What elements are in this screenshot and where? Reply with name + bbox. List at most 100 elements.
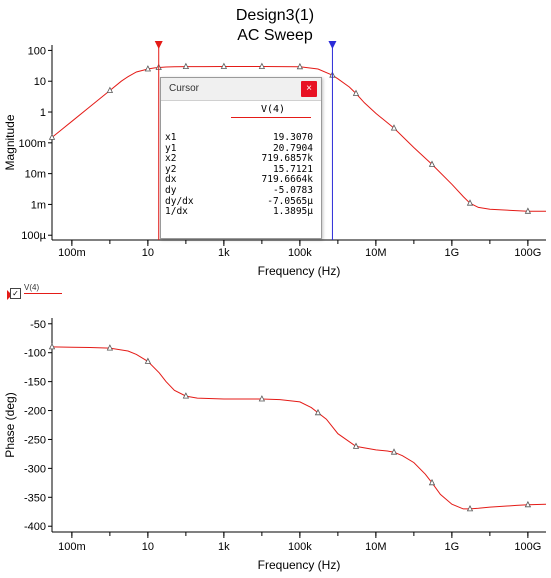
data-point-marker <box>182 62 190 69</box>
series-line-v4 <box>51 346 547 510</box>
data-point-marker <box>144 357 152 364</box>
x-axis-label: Frequency (Hz) <box>258 264 341 278</box>
x-tick-label: 1G <box>445 247 460 259</box>
data-point-marker <box>296 62 304 70</box>
x-tick-label: 100G <box>514 247 541 259</box>
x-tick-label: 10 <box>142 247 154 259</box>
cursor-row-value: 719.6664k <box>261 174 313 186</box>
y-tick-label: -300 <box>24 463 46 475</box>
chart-subtitle: AC Sweep <box>237 27 313 44</box>
x-tick-label: 1G <box>445 541 460 553</box>
data-point-marker <box>352 89 360 96</box>
y-axis-label: Magnitude <box>3 114 17 170</box>
x-tick-label: 100m <box>58 247 86 259</box>
x-tick-label: 1k <box>218 247 230 259</box>
y-tick-label: 100 <box>28 45 46 57</box>
x-tick-label: 100k <box>288 541 312 553</box>
data-point-marker <box>524 207 532 214</box>
cursor-row-x1: x1 19.3070 <box>165 132 315 144</box>
x-tick-label: 100k <box>288 247 312 259</box>
x-tick-label: 10 <box>142 541 154 553</box>
cursor-row-label: dx <box>165 174 177 186</box>
data-point-marker <box>390 124 398 131</box>
cursor-row-value: 20.7904 <box>272 142 313 154</box>
y-tick-label: -200 <box>24 406 46 418</box>
y-tick-label: -100 <box>24 348 46 360</box>
cursor-row-value: -5.0783 <box>272 184 313 196</box>
chart-title: Design3(1) <box>236 7 314 24</box>
data-point-marker <box>258 62 266 69</box>
y-axis-label: Phase (deg) <box>3 392 17 457</box>
x-tick-label: 10M <box>365 247 386 259</box>
legend-line <box>24 293 62 294</box>
y-tick-label: -50 <box>30 319 46 331</box>
cursor-row-label: dy <box>165 184 177 196</box>
cursor-row-dy: dy -5.0783 <box>165 184 315 197</box>
data-point-marker <box>182 392 190 399</box>
data-point-marker <box>390 448 398 455</box>
cursor-row-y1: y1 20.7904 <box>165 142 315 155</box>
cursor-row-label: y1 <box>165 142 177 154</box>
cursor-signal-line <box>231 117 311 118</box>
cursor-row-value: 1.3895µ <box>272 206 313 218</box>
data-point-marker <box>524 500 532 508</box>
data-point-marker <box>352 442 360 449</box>
y-tick-label: -350 <box>24 492 46 504</box>
y-tick-label: 1 <box>40 107 46 119</box>
data-point-marker <box>428 478 436 486</box>
y-tick-label: 100m <box>18 138 46 150</box>
cursor-row-label: 1/dx <box>165 206 188 218</box>
cursor-window-title: Cursor <box>169 83 200 94</box>
y-tick-label: 100µ <box>21 230 46 242</box>
legend-label: V(4) <box>24 283 40 292</box>
y-tick-label: 10m <box>25 169 46 181</box>
y-tick-label: -400 <box>24 521 46 533</box>
data-point-marker <box>144 65 152 72</box>
cursor-1-handle-icon[interactable] <box>154 41 163 49</box>
data-point-marker <box>258 395 266 402</box>
cursor-row-value: 19.3070 <box>272 132 313 143</box>
cursor-row-y2: y2 15.7121 <box>165 163 315 176</box>
y-tick-label: 1m <box>31 199 46 211</box>
data-point-marker <box>106 344 114 351</box>
x-tick-label: 1k <box>218 541 230 553</box>
cursor-row-dy-per-dx: dy/dx -7.0565µ <box>165 195 315 208</box>
x-tick-label: 100m <box>58 541 86 553</box>
close-icon[interactable]: × <box>301 81 317 97</box>
x-tick-label: 10M <box>365 541 386 553</box>
phase-plot: 100m 10 1k 100k 10M 1G 100G -50 -100 -150 -200 -250… <box>3 318 547 572</box>
x-tick-label: 100G <box>514 541 541 553</box>
cursor-row-value: 15.7121 <box>272 163 313 175</box>
x-axis-label: Frequency (Hz) <box>258 558 341 572</box>
data-point-marker <box>106 86 114 93</box>
y-tick-label: -250 <box>24 434 46 446</box>
data-point-marker <box>428 160 436 167</box>
legend-toggle[interactable]: ✓ V(4) <box>4 283 64 300</box>
cursor-row-label: y2 <box>165 163 177 175</box>
data-point-marker <box>48 133 56 140</box>
cursor-window-titlebar[interactable]: Cursor × <box>161 78 321 101</box>
cursor-2-handle-icon[interactable] <box>328 41 337 49</box>
cursor-row-1-per-dx: 1/dx 1.3895µ <box>165 207 315 218</box>
cursor-row-dx: dx 719.6664k <box>165 175 315 186</box>
data-point-marker <box>314 408 322 416</box>
cursor-row-label: dy/dx <box>165 195 194 207</box>
cursor-window[interactable]: Cursor × V(4) x1 19.3070 y1 20.7904 x2 719.68… <box>160 77 322 239</box>
cursor-signal-name: V(4) <box>260 104 286 115</box>
cursor-row-value: -7.0565µ <box>267 195 313 207</box>
cursor-row-label: x1 <box>165 132 177 143</box>
data-point-marker <box>466 505 474 512</box>
cursor-row-label: x2 <box>165 153 177 165</box>
data-point-marker <box>48 343 56 350</box>
y-tick-label: 10 <box>34 76 46 88</box>
legend-marker-icon <box>7 290 12 300</box>
magnitude-plot: 100m 10 1k 100k 10M 1G 100G 100 10 1 100m 10m 1m 100µ… <box>3 41 546 278</box>
cursor-readout-table: x1 19.3070 y1 20.7904 x2 719.6857k y2 15.7121 dx… <box>165 132 315 218</box>
cursor-row-x2: x2 719.6857k <box>165 154 315 165</box>
y-tick-label: -150 <box>24 377 46 389</box>
cursor-row-value: 719.6857k <box>261 153 313 165</box>
legend-checkbox[interactable]: ✓ <box>10 288 21 299</box>
data-point-marker <box>466 199 474 206</box>
data-point-marker <box>220 62 228 69</box>
